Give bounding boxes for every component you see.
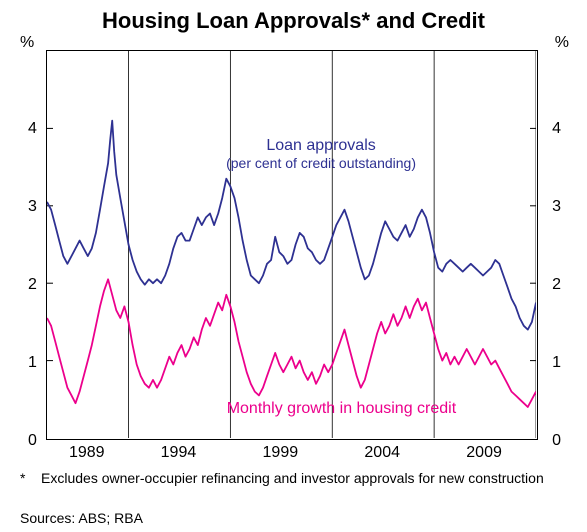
series-annotation-loan-approvals: Loan approvals (per cent of credit outst…: [201, 137, 441, 174]
y-tick-right-3: 3: [552, 198, 561, 216]
footnote-marker: *: [20, 470, 25, 486]
chart-title: Housing Loan Approvals* and Credit: [0, 8, 587, 34]
footnote-text: Excludes owner-occupier refinancing and …: [41, 470, 544, 486]
y-axis-unit-right: %: [555, 34, 569, 52]
series-sublabel-0: (per cent of credit outstanding): [226, 155, 416, 171]
y-axis-unit-left: %: [20, 34, 34, 52]
sources: Sources: ABS; RBA: [20, 510, 143, 526]
series-label-0: Loan approvals: [266, 137, 375, 154]
x-tick-3: 2004: [364, 444, 400, 462]
y-tick-left-1: 1: [28, 354, 37, 372]
x-tick-2: 1999: [263, 444, 299, 462]
y-tick-left-2: 2: [28, 276, 37, 294]
x-tick-4: 2009: [466, 444, 502, 462]
y-tick-left-4: 4: [28, 120, 37, 138]
y-tick-right-2: 2: [552, 276, 561, 294]
footnote: * Excludes owner-occupier refinancing an…: [20, 470, 567, 488]
y-tick-left-3: 3: [28, 198, 37, 216]
x-tick-1: 1994: [161, 444, 197, 462]
series-annotation-monthly-growth: Monthly growth in housing credit: [221, 400, 461, 418]
chart-container: Housing Loan Approvals* and Credit % % 0…: [0, 0, 587, 532]
y-tick-right-0: 0: [552, 432, 561, 450]
y-tick-left-0: 0: [28, 432, 37, 450]
chart-svg: [47, 51, 536, 438]
x-tick-0: 1989: [69, 444, 105, 462]
plot-area: [46, 50, 538, 440]
y-tick-right-1: 1: [552, 354, 561, 372]
series-label-1: Monthly growth in housing credit: [227, 400, 456, 417]
y-tick-right-4: 4: [552, 120, 561, 138]
